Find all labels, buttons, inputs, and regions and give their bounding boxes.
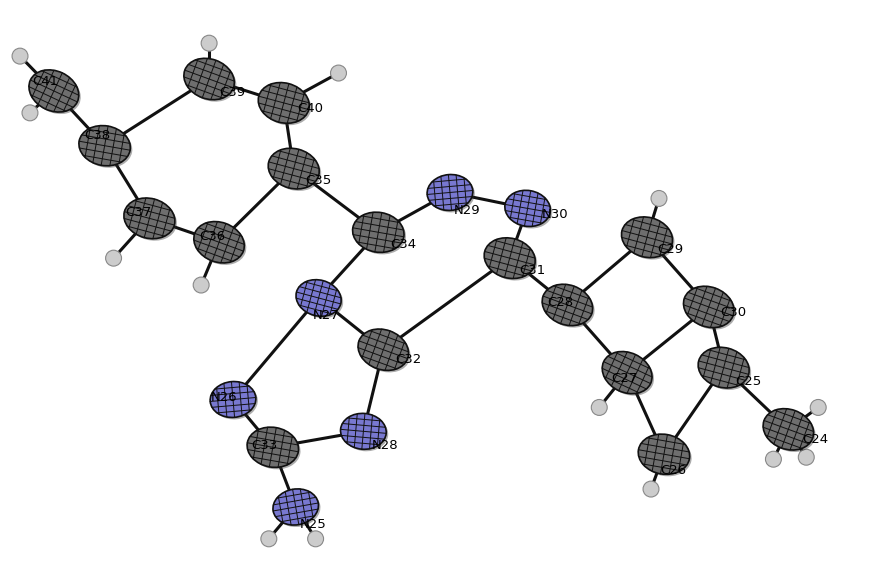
Circle shape [193, 277, 209, 293]
Ellipse shape [763, 409, 813, 450]
Ellipse shape [354, 214, 406, 255]
Ellipse shape [81, 127, 132, 168]
Ellipse shape [340, 413, 386, 449]
Text: C26: C26 [660, 464, 686, 477]
Text: C28: C28 [548, 297, 573, 310]
Text: N26: N26 [211, 391, 237, 404]
Circle shape [201, 35, 217, 51]
Circle shape [22, 105, 38, 121]
Ellipse shape [683, 286, 734, 328]
Circle shape [12, 48, 28, 64]
Circle shape [307, 531, 323, 547]
Ellipse shape [542, 284, 593, 326]
Text: C29: C29 [657, 243, 683, 256]
Ellipse shape [686, 288, 736, 329]
Ellipse shape [29, 70, 79, 112]
Circle shape [766, 451, 781, 467]
Text: C33: C33 [251, 439, 277, 452]
Text: N28: N28 [371, 439, 398, 452]
Circle shape [651, 190, 667, 206]
Ellipse shape [698, 347, 750, 388]
Ellipse shape [427, 175, 473, 210]
Ellipse shape [604, 353, 654, 396]
Text: C25: C25 [735, 375, 762, 388]
Text: C38: C38 [85, 129, 111, 142]
Ellipse shape [429, 176, 475, 213]
Ellipse shape [602, 352, 652, 394]
Ellipse shape [196, 224, 246, 265]
Ellipse shape [624, 219, 674, 260]
Ellipse shape [360, 331, 410, 373]
Circle shape [105, 250, 121, 266]
Ellipse shape [700, 349, 751, 390]
Text: C31: C31 [519, 263, 546, 277]
Ellipse shape [505, 190, 550, 227]
Ellipse shape [270, 150, 322, 191]
Ellipse shape [194, 221, 245, 263]
Ellipse shape [247, 427, 299, 467]
Text: C27: C27 [611, 372, 637, 385]
Text: C41: C41 [32, 75, 58, 88]
Ellipse shape [268, 148, 319, 189]
Ellipse shape [260, 85, 311, 125]
Text: N29: N29 [454, 204, 480, 217]
Circle shape [591, 399, 607, 415]
Ellipse shape [184, 58, 235, 100]
Circle shape [810, 399, 826, 415]
Ellipse shape [186, 60, 237, 102]
Ellipse shape [353, 212, 404, 252]
Ellipse shape [210, 381, 256, 418]
Text: N30: N30 [541, 208, 568, 221]
Text: C24: C24 [803, 433, 828, 446]
Ellipse shape [126, 200, 177, 241]
Ellipse shape [249, 429, 300, 470]
Text: C34: C34 [390, 238, 416, 251]
Text: C32: C32 [395, 353, 422, 366]
Circle shape [643, 481, 659, 497]
Ellipse shape [641, 436, 692, 477]
Ellipse shape [298, 281, 343, 318]
Ellipse shape [31, 72, 81, 114]
Ellipse shape [484, 238, 535, 279]
Ellipse shape [544, 286, 595, 328]
Ellipse shape [507, 192, 552, 228]
Text: N27: N27 [313, 310, 339, 322]
Text: C35: C35 [306, 174, 332, 187]
Ellipse shape [343, 415, 388, 451]
Text: C37: C37 [126, 206, 152, 219]
Circle shape [798, 449, 814, 465]
Ellipse shape [212, 384, 258, 419]
Ellipse shape [275, 491, 321, 527]
Ellipse shape [486, 240, 537, 280]
Text: C39: C39 [219, 86, 245, 99]
Ellipse shape [621, 217, 672, 258]
Ellipse shape [79, 126, 130, 166]
Ellipse shape [124, 198, 175, 239]
Text: C30: C30 [720, 307, 747, 319]
Circle shape [260, 531, 276, 547]
Ellipse shape [638, 434, 689, 474]
Ellipse shape [358, 329, 408, 370]
Ellipse shape [766, 411, 816, 452]
Ellipse shape [273, 489, 318, 525]
Text: N25: N25 [299, 519, 326, 531]
Ellipse shape [296, 280, 341, 317]
Text: C36: C36 [199, 230, 225, 243]
Text: C40: C40 [298, 102, 323, 116]
Ellipse shape [258, 82, 309, 123]
Circle shape [330, 65, 346, 81]
